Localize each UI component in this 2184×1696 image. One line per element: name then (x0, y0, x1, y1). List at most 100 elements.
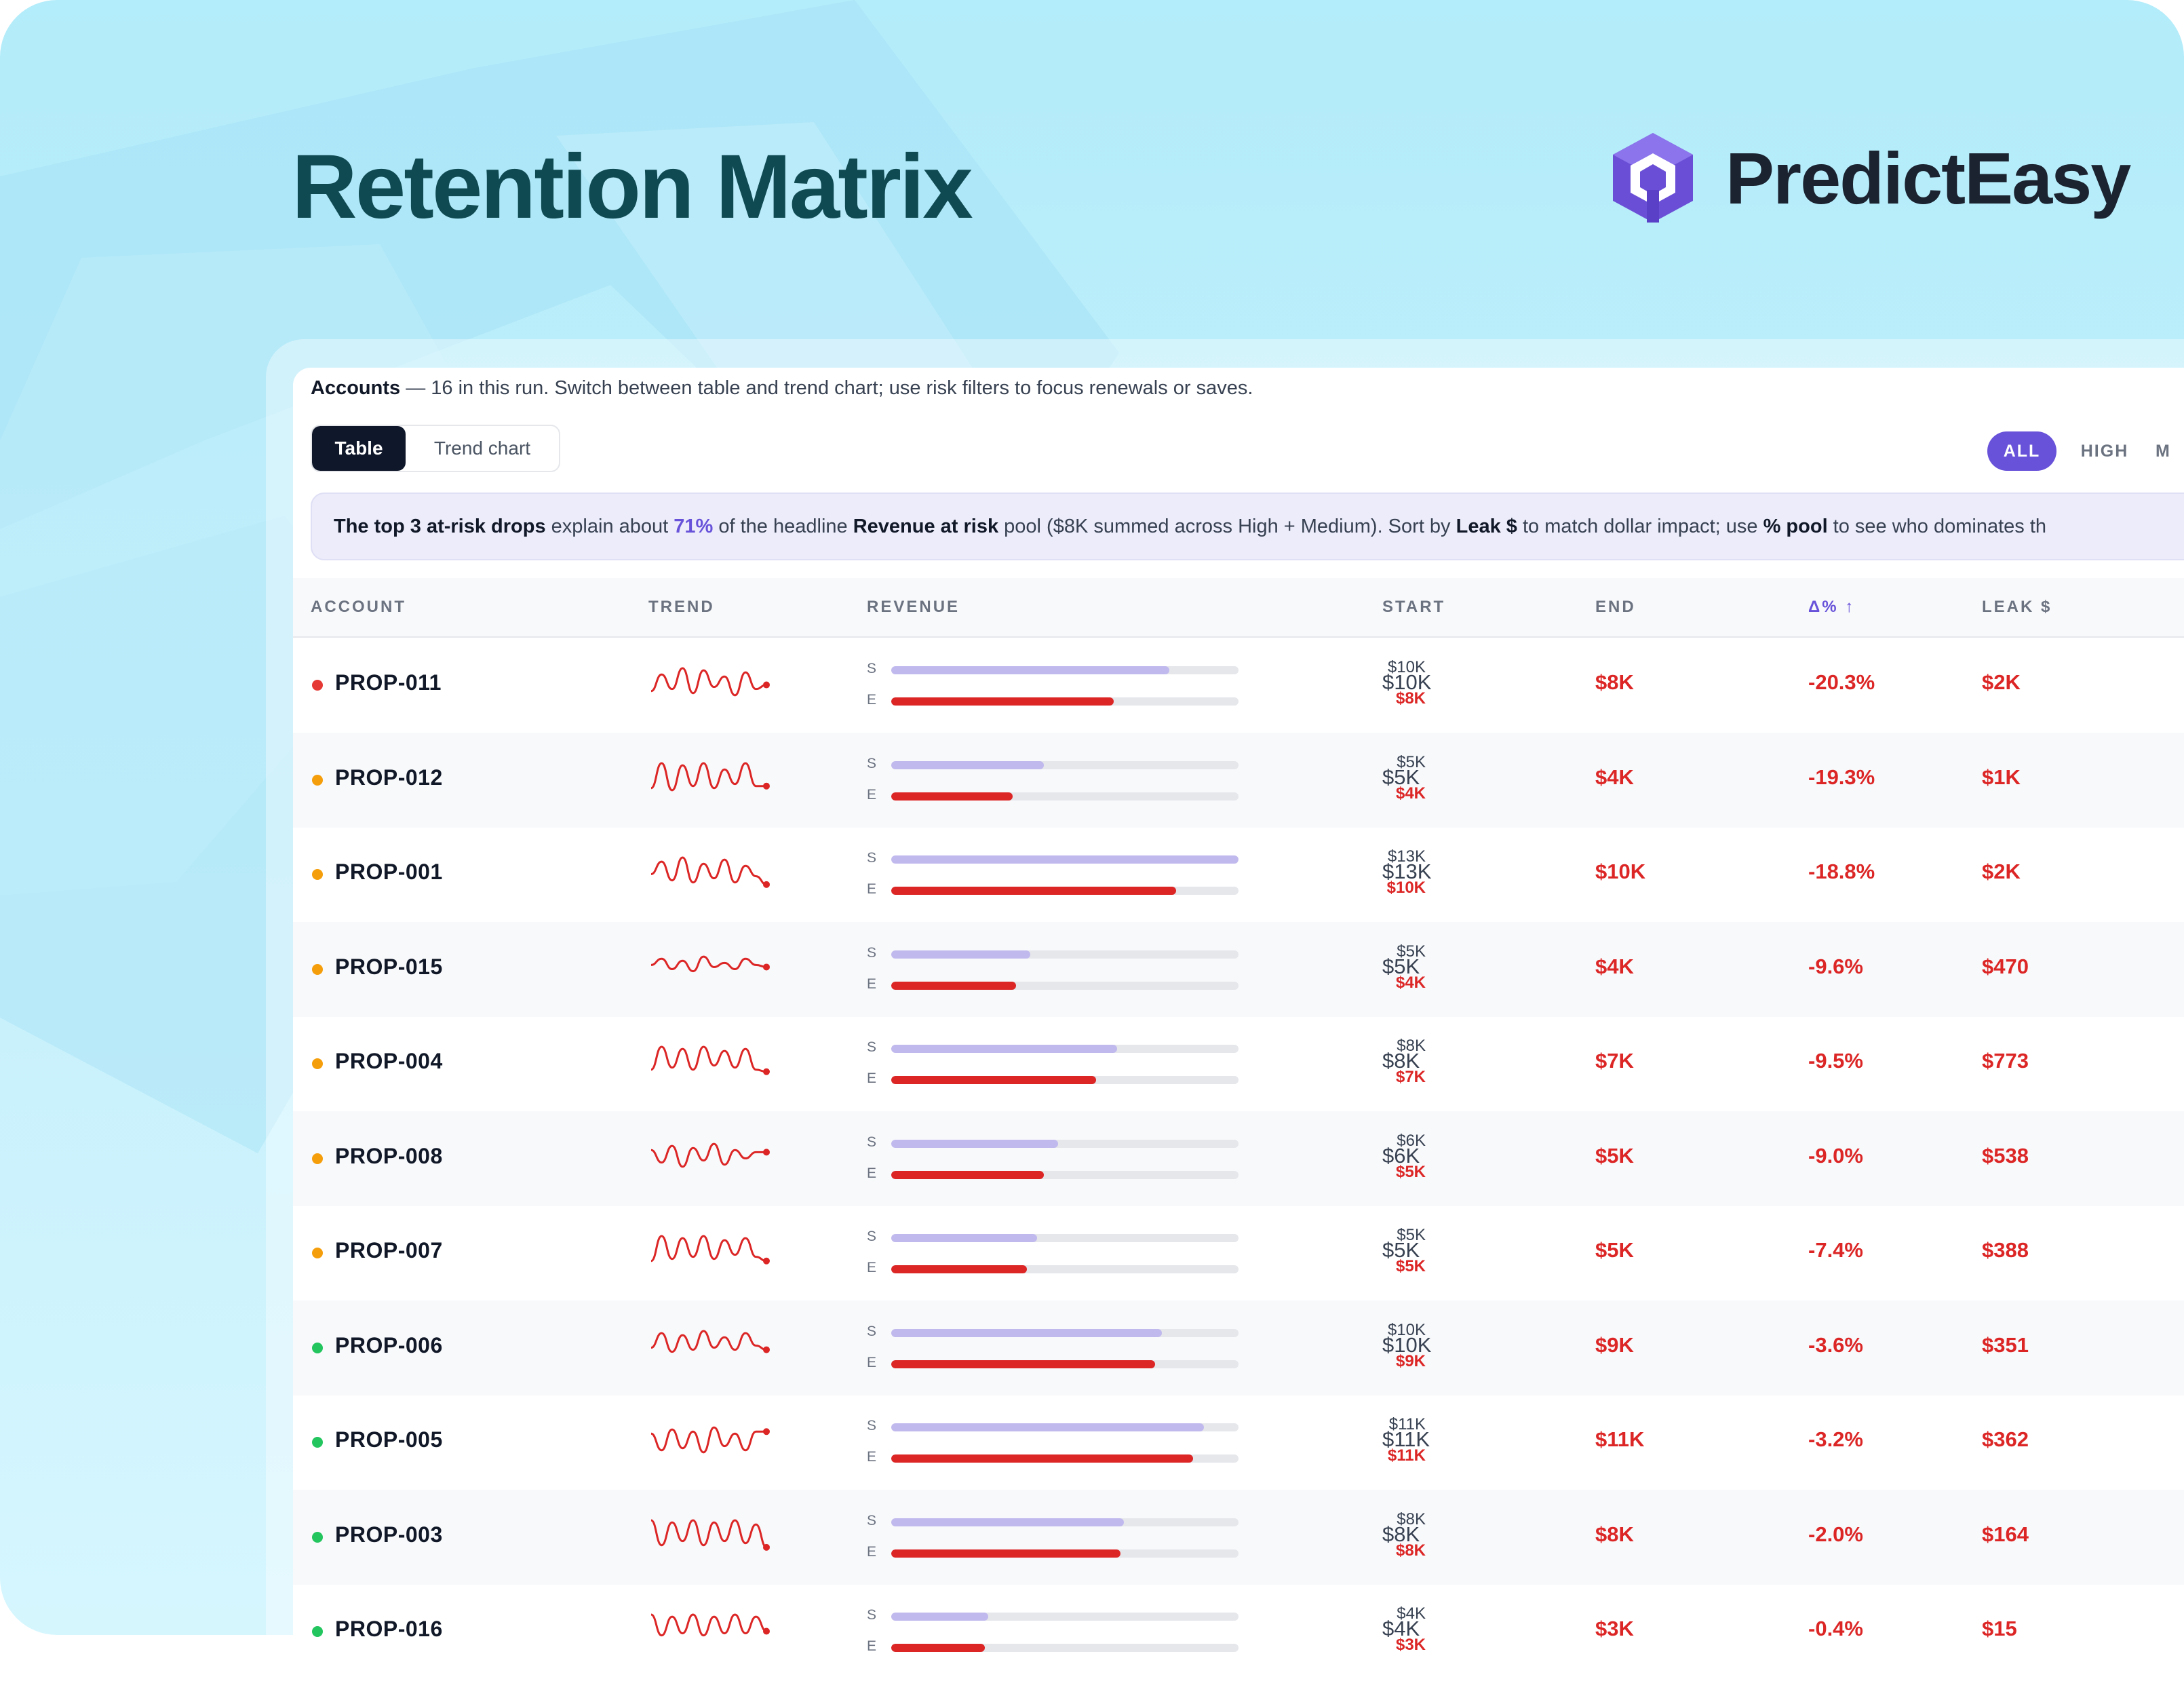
risk-status-dot (312, 680, 323, 691)
end-cell: $4K (1595, 765, 1634, 789)
account-id[interactable]: PROP-016 (335, 1617, 443, 1641)
end-revenue-value: $4K (1395, 784, 1426, 803)
risk-status-dot (312, 1342, 323, 1353)
start-revenue-track (891, 1423, 1239, 1431)
end-revenue-bar (891, 792, 1013, 801)
trend-sparkline (650, 1045, 770, 1075)
start-revenue-value: $5K (1397, 942, 1426, 961)
leak-cell: $470 (1982, 954, 2029, 978)
end-revenue-value: $5K (1395, 1162, 1426, 1181)
trend-sparkline (650, 1519, 770, 1551)
leak-cell: $164 (1982, 1522, 2029, 1546)
table-row[interactable]: PROP-016 S E $4K $3K $4K $3K -0.4% $15 (293, 1584, 2184, 1679)
end-revenue-bar (891, 1549, 1120, 1558)
accounts-description: — 16 in this run. Switch between table a… (400, 377, 1253, 399)
start-revenue-bar (891, 1328, 1163, 1337)
end-bar-label: E (867, 881, 877, 897)
header-delta-sorted[interactable]: Δ% ↑ (1808, 598, 1856, 616)
delta-percent-cell: -9.6% (1808, 954, 1863, 978)
account-id[interactable]: PROP-008 (335, 1143, 443, 1168)
filter-medium-button[interactable]: M (2156, 441, 2171, 461)
delta-percent-cell: -20.3% (1808, 670, 1875, 694)
table-view-button[interactable]: Table (312, 426, 406, 471)
sparkline-endpoint (763, 1627, 770, 1635)
table-row[interactable]: PROP-001 S E $13K $10K $13K $10K -18.8% $2K (293, 827, 2184, 922)
leak-cell: $2K (1982, 860, 2021, 883)
table-row[interactable]: PROP-005 S E $11K $11K $11K $11K -3.2% $362 (293, 1395, 2184, 1490)
callout-text: to see who dominates th (1827, 515, 2047, 537)
end-cell: $11K (1595, 1427, 1645, 1451)
table-row[interactable]: PROP-007 S E $5K $5K $5K $5K -7.4% $388 (293, 1206, 2184, 1300)
start-revenue-value: $8K (1397, 1037, 1426, 1055)
start-revenue-bar (891, 1045, 1117, 1053)
start-bar-label: S (867, 1512, 877, 1528)
trend-sparkline (650, 856, 770, 888)
account-id[interactable]: PROP-012 (335, 765, 443, 790)
header-leak[interactable]: LEAK $ (1982, 598, 2052, 616)
account-id[interactable]: PROP-005 (335, 1427, 443, 1452)
account-id[interactable]: PROP-001 (335, 860, 443, 884)
header-start[interactable]: START (1382, 598, 1446, 616)
start-cell: $5K (1382, 765, 1420, 789)
start-bar-label: S (867, 1039, 877, 1055)
start-revenue-value: $11K (1388, 1415, 1426, 1433)
start-revenue-value: $4K (1397, 1604, 1426, 1623)
table-row[interactable]: PROP-011 S E $10K $8K $10K $8K -20.3% $2K (293, 638, 2184, 733)
header-account[interactable]: ACCOUNT (311, 598, 406, 616)
end-bar-label: E (867, 1354, 877, 1370)
filter-all-button[interactable]: ALL (1987, 431, 2056, 471)
risk-status-dot (312, 1248, 323, 1258)
end-revenue-track (891, 1454, 1239, 1463)
account-id[interactable]: PROP-011 (335, 670, 442, 695)
sparkline-path (650, 1142, 766, 1168)
end-cell: $9K (1595, 1332, 1634, 1357)
table-row[interactable]: PROP-015 S E $5K $4K $5K $4K -9.6% $470 (293, 921, 2184, 1017)
delta-percent-cell: -7.4% (1808, 1238, 1863, 1262)
sparkline-endpoint (763, 782, 770, 790)
table-row[interactable]: PROP-008 S E $6K $5K $6K $5K -9.0% $538 (293, 1111, 2184, 1206)
risk-status-dot (312, 1626, 323, 1637)
start-revenue-value: $5K (1397, 752, 1426, 771)
end-revenue-track (891, 981, 1239, 990)
end-revenue-bar (891, 697, 1114, 706)
table-row[interactable]: PROP-006 S E $10K $9K $10K $9K -3.6% $351 (293, 1300, 2184, 1395)
header-end[interactable]: END (1595, 598, 1636, 616)
start-revenue-bar (891, 1613, 989, 1621)
risk-status-dot (312, 869, 323, 880)
end-revenue-value: $7K (1395, 1068, 1426, 1086)
trend-sparkline (650, 1142, 770, 1168)
view-toggle: Table Trend chart (311, 425, 560, 472)
account-id[interactable]: PROP-007 (335, 1238, 443, 1263)
table-row[interactable]: PROP-012 S E $5K $4K $5K $4K -19.3% $1K (293, 732, 2184, 828)
start-revenue-track (891, 1234, 1239, 1242)
end-revenue-bar (891, 1360, 1156, 1368)
account-id[interactable]: PROP-004 (335, 1049, 443, 1073)
end-bar-label: E (867, 1449, 877, 1465)
account-id[interactable]: PROP-015 (335, 954, 443, 979)
header-trend[interactable]: TREND (648, 598, 715, 616)
table-row[interactable]: PROP-004 S E $8K $7K $8K $7K -9.5% $773 (293, 1016, 2184, 1111)
sparkline-endpoint (763, 1257, 770, 1265)
end-cell: $5K (1595, 1143, 1634, 1168)
leak-cell: $1K (1982, 765, 2021, 789)
delta-percent-cell: -18.8% (1808, 860, 1875, 883)
account-id[interactable]: PROP-003 (335, 1522, 443, 1547)
filter-high-button[interactable]: HIGH (2080, 441, 2129, 461)
trend-sparkline (650, 667, 770, 697)
sparkline-path (650, 1330, 767, 1353)
end-revenue-value: $9K (1395, 1351, 1426, 1370)
risk-status-dot (312, 1437, 323, 1448)
table-row[interactable]: PROP-003 S E $8K $8K $8K $8K -2.0% $164 (293, 1489, 2184, 1585)
end-revenue-value: $11K (1387, 1446, 1426, 1465)
start-cell: $13K (1382, 860, 1432, 883)
trend-sparkline (650, 1613, 770, 1637)
start-cell: $5K (1382, 1238, 1420, 1262)
callout-text: Leak $ (1456, 515, 1517, 537)
trend-chart-view-button[interactable]: Trend chart (433, 438, 531, 459)
end-cell: $8K (1595, 670, 1634, 694)
header-revenue[interactable]: REVENUE (867, 598, 960, 616)
end-revenue-track (891, 697, 1239, 706)
end-revenue-track (891, 1360, 1239, 1368)
sparkline-path (650, 1045, 767, 1073)
account-id[interactable]: PROP-006 (335, 1332, 443, 1357)
